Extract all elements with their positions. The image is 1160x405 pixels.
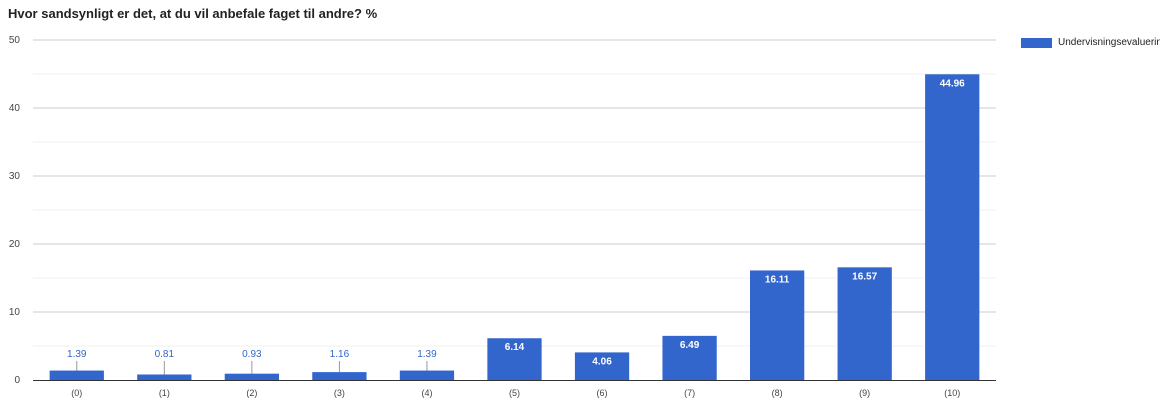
data-label: 16.11 bbox=[765, 274, 790, 285]
data-label: 1.16 bbox=[330, 349, 350, 360]
legend[interactable]: Undervisningsevaluering bbox=[1021, 37, 1160, 48]
y-tick-label: 0 bbox=[14, 375, 20, 386]
x-tick-label: (5) bbox=[509, 388, 520, 398]
y-axis-ticks: 0 10 20 30 40 50 bbox=[9, 35, 21, 386]
x-tick-label: (7) bbox=[684, 388, 695, 398]
bar[interactable] bbox=[49, 370, 104, 380]
x-tick-label: (4) bbox=[421, 388, 432, 398]
bar[interactable] bbox=[224, 373, 280, 380]
legend-label: Undervisningsevaluering bbox=[1058, 37, 1160, 48]
data-label: 0.81 bbox=[155, 349, 175, 360]
data-label: 0.93 bbox=[242, 349, 262, 360]
x-axis-ticks: (0) (1) (2) (3) (4) (5) (6) (7) (8) (9) (10) bbox=[71, 388, 960, 398]
data-label: 4.06 bbox=[592, 356, 612, 367]
x-tick-label: (3) bbox=[334, 388, 345, 398]
data-labels: 1.39 0.81 0.93 1.16 1.39 6.14 4.06 6.49 16.11 16.… bbox=[67, 78, 965, 375]
bar[interactable] bbox=[399, 370, 455, 380]
y-tick-label: 10 bbox=[9, 307, 21, 318]
bar[interactable] bbox=[487, 338, 542, 380]
data-label: 44.96 bbox=[940, 78, 965, 89]
bar[interactable] bbox=[312, 372, 367, 380]
y-tick-label: 30 bbox=[9, 171, 21, 182]
x-tick-label: (6) bbox=[597, 388, 608, 398]
data-label: 1.39 bbox=[67, 349, 87, 360]
bar[interactable] bbox=[662, 335, 717, 380]
bar[interactable] bbox=[574, 352, 630, 380]
bar[interactable] bbox=[837, 267, 892, 380]
data-label: 6.14 bbox=[505, 342, 525, 353]
x-tick-label: (9) bbox=[859, 388, 870, 398]
legend-swatch bbox=[1021, 37, 1052, 48]
x-tick-label: (1) bbox=[159, 388, 170, 398]
y-tick-label: 20 bbox=[9, 239, 21, 250]
bar[interactable] bbox=[137, 374, 192, 380]
y-tick-label: 50 bbox=[9, 35, 21, 46]
data-label: 16.57 bbox=[852, 271, 877, 282]
x-tick-label: (8) bbox=[772, 388, 783, 398]
y-tick-label: 40 bbox=[9, 103, 21, 114]
bar[interactable] bbox=[925, 74, 980, 380]
x-tick-label: (0) bbox=[71, 388, 82, 398]
x-tick-label: (10) bbox=[944, 388, 960, 398]
data-label: 1.39 bbox=[417, 349, 437, 360]
chart-title: Hvor sandsynligt er det, at du vil anbef… bbox=[8, 6, 378, 21]
bars bbox=[49, 74, 980, 380]
bar[interactable] bbox=[749, 270, 805, 380]
x-tick-label: (2) bbox=[246, 388, 257, 398]
data-label: 6.49 bbox=[680, 340, 700, 351]
